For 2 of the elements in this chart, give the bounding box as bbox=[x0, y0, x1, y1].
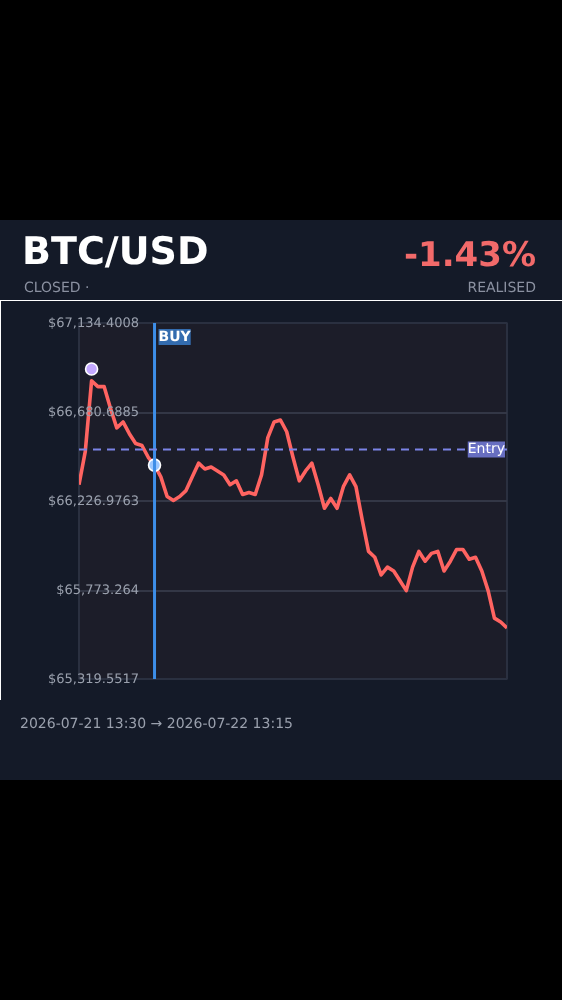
chart-title: BTC/USD bbox=[22, 228, 209, 278]
text: -1.43% bbox=[403, 234, 536, 280]
